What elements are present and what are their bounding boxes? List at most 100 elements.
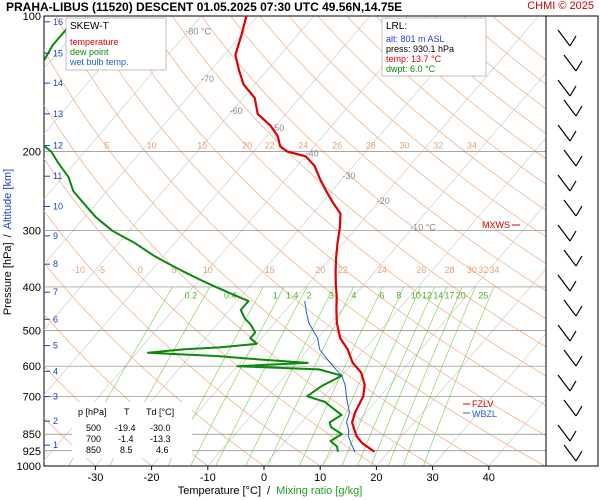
isotherm-line [44,16,202,200]
wind-barb [563,249,577,267]
wind-barb [563,149,577,167]
isotherm-label: -30 [342,171,355,181]
adiabat-label: 24 [377,265,387,275]
table-header-td: Td [°C] [146,407,174,417]
wind-barb-flag [575,60,583,72]
table-header-p: p [hPa] [78,407,107,417]
plot-area [43,15,547,467]
dry-adiabat-line [84,16,546,437]
altitude-tick-label: 1 [53,440,58,450]
credit: CHMI © 2025 [527,0,594,12]
adiabat-label: 22 [338,265,348,275]
x-tick-label: -10 [200,472,216,484]
adiabat-label: 28 [444,265,454,275]
adiabat-label: 20 [315,265,325,275]
dry-adiabat-line [44,210,321,466]
isotherm-line [44,16,258,265]
adiabat-label: 34 [467,141,477,151]
wind-barb [557,124,571,142]
dry-adiabat-line [44,417,97,466]
wind-barb [557,174,571,192]
dry-adiabat-line [113,16,546,406]
mixing-ratio-label: 14 [433,291,443,301]
mixing-ratio-line [341,286,422,466]
pressure-tick-label: 1000 [17,461,41,473]
level-table-bg [72,402,192,458]
table-cell: 500 [86,423,101,433]
table-cell: 700 [86,434,101,444]
lrl-press: press: 930.1 hPa [386,44,454,54]
adiabat-label: 5 [172,265,177,275]
altitude-tick-label: 11 [53,171,62,181]
mixing-ratio-label: 25 [478,291,488,301]
mixing-ratio-label: 0.2 [185,291,198,301]
table-cell: 8.5 [120,445,133,455]
mixing-ratio-line [423,286,495,466]
altitude-tick-label: 2 [53,416,58,426]
wind-barb-flag [569,85,577,97]
dry-adiabat-line [317,16,546,211]
mixing-ratio-label: 1 [273,291,278,301]
adiabat-label: -5 [97,265,105,275]
dry-adiabat-line [259,16,546,264]
mixing-ratio-label: 2 [306,291,311,301]
isotherm-line [263,137,546,466]
lrl-box: LRL: alt: 801 m ASL press: 930.1 hPa tem… [381,17,487,77]
mixing-ratio-label: 8 [396,291,401,301]
wind-barb [563,299,577,317]
isotherm-label: -60 [230,106,243,116]
adiabat-label: 15 [265,265,275,275]
lrl-temp: temp: 13.7 °C [386,54,442,64]
adiabat-labels: 5 10 15 20 22 24 26 28 30 32 34-10 -5 0 5 10 15 20 22 24 26… [72,141,499,276]
altitude-tick-label: 3 [53,392,58,402]
table-cell: 4.6 [156,445,169,455]
altitude-tick-label: 16 [53,17,63,27]
isotherm-line [44,16,427,461]
pressure-tick-label: 500 [23,326,41,338]
wind-barb [563,399,577,417]
isotherm-line [207,72,546,466]
wind-barb-flag [575,355,583,367]
adiabat-label: 20 [242,141,252,151]
altitude-tick-label: 6 [53,314,58,324]
lrl-title: LRL: [386,21,407,32]
fzlv-marker: FZLV [463,399,493,409]
pressure-tick-label: 600 [23,361,41,373]
altitude-tick-label: 10 [53,201,63,211]
adiabat-label: 28 [366,141,376,151]
pressure-tick-label: 300 [23,226,41,238]
legend-item-dew-point: dew point [70,47,109,57]
table-cell: -19.4 [115,423,136,433]
adiabat-label: 32 [478,265,488,275]
adiabat-label: 10 [147,141,157,151]
altitude-tick-label: 8 [53,259,58,269]
adiabat-label: 26 [332,141,342,151]
series-dew-point [44,23,343,452]
pressure-tick-label: 700 [23,391,41,403]
isotherm-label: -20 [377,196,390,206]
isotherm-line [44,16,371,396]
mixing-ratio-line [215,286,308,466]
altitude-tick-label: 4 [53,366,58,376]
isotherm-line [376,268,546,466]
wind-barb [557,424,571,442]
wind-barb [563,444,577,462]
isotherm-label: -10 °C [410,223,436,233]
x-tick-label: 40 [483,472,495,484]
wind-barb-flag [569,130,577,142]
page-title: PRAHA-LIBUS (11520) DESCENT 01.05.2025 0… [6,0,403,14]
wind-barb-flag [575,450,583,462]
series-wet-bulb-temp [304,301,356,453]
wind-barb-flag [569,280,577,292]
isotherm-line [432,333,546,466]
altitude-tick-label: 12 [53,141,63,151]
mixing-ratio-line [267,286,355,466]
altitude-tick-label: 15 [53,48,63,58]
mixing-ratio-line [190,286,285,466]
wind-barb-flag [569,330,577,342]
legend-title: SKEW-T [70,21,109,32]
x-tick-label: 30 [426,472,438,484]
mixing-ratio-label: 1.4 [286,291,299,301]
wind-barb [563,349,577,367]
legend-box [65,17,167,71]
